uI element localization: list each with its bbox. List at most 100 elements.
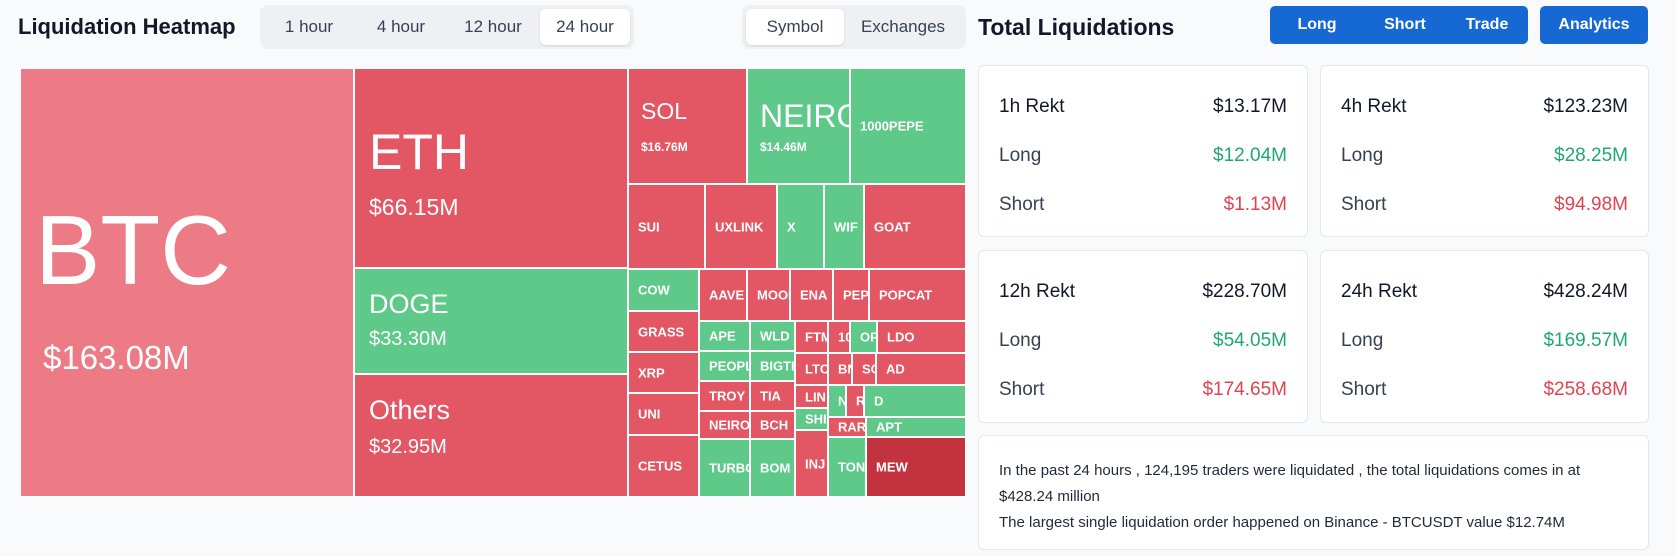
heatmap-cell-btc[interactable]: BTC $163.08M xyxy=(20,68,354,497)
analytics-button[interactable]: Analytics xyxy=(1540,6,1648,44)
heatmap-cell-ftm[interactable]: FTM xyxy=(795,321,828,353)
heatmap-cell-uni[interactable]: UNI xyxy=(628,393,699,435)
heatmap-cell-people[interactable]: PEOPLE xyxy=(699,351,750,381)
rekt-card-1h: 1h Rekt $13.17M Long $12.04M Short $1.13M xyxy=(978,65,1308,237)
tab-exchanges[interactable]: Exchanges xyxy=(860,17,946,36)
heatmap-cell-bch[interactable]: BCH xyxy=(750,411,795,439)
heatmap-cell-grass[interactable]: GRASS xyxy=(628,311,699,352)
heatmap-cell-ton[interactable]: TON xyxy=(828,437,866,497)
cell-symbol: DOGE xyxy=(369,289,449,319)
heatmap-cell-bom[interactable]: BOM xyxy=(750,439,795,497)
total-value: $428.24M xyxy=(1543,281,1628,302)
cell-symbol: SHI xyxy=(805,411,827,427)
cell-symbol: WLD xyxy=(760,328,790,344)
heatmap-cell-bigtime[interactable]: BIGTIME xyxy=(750,351,795,381)
heatmap-cell-tia[interactable]: TIA xyxy=(750,381,795,411)
heatmap-cell-ldo[interactable]: LDO xyxy=(877,321,966,353)
cell-symbol: N xyxy=(838,395,845,408)
cell-symbol: WIF xyxy=(834,219,858,234)
cell-symbol: ENA xyxy=(800,287,828,303)
heatmap-cell-sc[interactable]: SC xyxy=(852,353,876,385)
period-label: 24h Rekt xyxy=(1341,281,1418,302)
heatmap-cell-cow[interactable]: COW xyxy=(628,269,699,311)
heatmap-title: Liquidation Heatmap xyxy=(18,14,236,39)
period-label: 12h Rekt xyxy=(999,281,1076,302)
heatmap-cell-apt[interactable]: APT xyxy=(866,417,966,437)
cell-symbol: TIA xyxy=(760,388,781,404)
heatmap-cell-cetus[interactable]: CETUS xyxy=(628,435,699,497)
heatmap-cell-x[interactable]: X xyxy=(777,184,824,269)
summary-largest-order-text: The largest single liquidation order hap… xyxy=(999,514,1565,531)
heatmap-cell-ena[interactable]: ENA xyxy=(790,269,833,321)
long-button[interactable]: Long xyxy=(1270,6,1364,44)
heatmap-cell-n[interactable]: N xyxy=(828,385,846,417)
cell-symbol: 10 xyxy=(838,329,849,345)
heatmap-cell-uxlink[interactable]: UXLINK xyxy=(705,184,777,269)
heatmap-cell-aave[interactable]: AAVE xyxy=(699,269,747,321)
long-value: $28.25M xyxy=(1554,145,1628,166)
tab-1-hour[interactable]: 1 hour xyxy=(284,17,334,36)
tab-24-hour[interactable]: 24 hour xyxy=(540,9,630,45)
heatmap-cell-turbo[interactable]: TURBO xyxy=(699,439,750,497)
heatmap-cell-eth[interactable]: ETH $66.15M xyxy=(354,68,628,268)
heatmap-cell-1000pepe[interactable]: 1000PEPE xyxy=(850,68,966,184)
rekt-card-24h: 24h Rekt $428.24M Long $169.57M Short $258.… xyxy=(1320,250,1649,423)
heatmap-cell-mew[interactable]: MEW xyxy=(866,437,966,497)
cell-symbol: ETH xyxy=(369,124,469,180)
heatmap-cell-inj[interactable]: INJ xyxy=(795,430,828,497)
heatmap-cell-wld[interactable]: WLD xyxy=(750,321,795,351)
heatmap-cell-pepe[interactable]: PEPE xyxy=(833,269,869,321)
cell-symbol: BOM xyxy=(760,460,791,476)
heatmap-cell-others[interactable]: Others $32.95M xyxy=(354,374,628,497)
cell-symbol: UNI xyxy=(638,406,661,422)
heatmap-cell-moodeng[interactable]: MOODENG xyxy=(747,269,790,321)
time-range-tabs: 1 hour 4 hour 12 hour 24 hour xyxy=(260,5,634,49)
heatmap-cell-op[interactable]: OP xyxy=(850,321,877,353)
cell-symbol: D xyxy=(874,393,884,409)
short-value: $1.13M xyxy=(1223,194,1287,215)
short-label: Short xyxy=(999,194,1045,215)
cell-symbol: BN xyxy=(838,361,851,377)
long-value: $12.04M xyxy=(1213,145,1287,166)
cell-symbol: AAVE xyxy=(709,287,745,303)
heatmap-cell-troy[interactable]: TROY xyxy=(699,381,750,411)
trade-button[interactable]: Trade xyxy=(1446,6,1528,44)
heatmap-cell-rar[interactable]: RAR xyxy=(828,417,866,437)
heatmap-cell-wif[interactable]: WIF xyxy=(824,184,864,269)
tab-symbol[interactable]: Symbol xyxy=(746,9,844,45)
heatmap-cell-goat[interactable]: GOAT xyxy=(864,184,966,269)
tab-4-hour[interactable]: 4 hour xyxy=(376,17,426,36)
heatmap-cell-xrp[interactable]: XRP xyxy=(628,352,699,393)
heatmap-cell-10[interactable]: 10 xyxy=(828,321,850,353)
cell-symbol: LTC xyxy=(805,361,828,377)
heatmap-cell-bn[interactable]: BN xyxy=(828,353,852,385)
cell-symbol: OP xyxy=(860,329,877,345)
heatmap-cell-shi[interactable]: SHI xyxy=(795,408,828,430)
heatmap-cell-doge[interactable]: DOGE $33.30M xyxy=(354,268,628,374)
heatmap-cell-r[interactable]: R xyxy=(846,385,864,417)
cell-symbol: APT xyxy=(876,419,902,435)
heatmap-cell-lin[interactable]: LIN xyxy=(795,385,828,408)
cell-symbol: FTM xyxy=(805,329,827,345)
heatmap-cell-neiro[interactable]: NEIRO xyxy=(699,411,750,439)
heatmap-cell-sol[interactable]: SOL $16.76M xyxy=(628,68,747,184)
short-label: Short xyxy=(999,379,1045,400)
tab-12-hour[interactable]: 12 hour xyxy=(464,17,522,36)
cell-symbol: POPCAT xyxy=(879,287,933,303)
heatmap-cell-ape[interactable]: APE xyxy=(699,321,750,351)
cell-symbol: TON xyxy=(838,459,866,475)
cell-symbol: TROY xyxy=(709,388,746,404)
heatmap-cell-neiro[interactable]: NEIRO $14.46M xyxy=(747,68,850,184)
heatmap-cell-ltc[interactable]: LTC xyxy=(795,353,828,385)
cell-symbol: PEOPLE xyxy=(709,358,749,374)
short-button[interactable]: Short xyxy=(1356,6,1454,44)
cell-symbol: 1000PEPE xyxy=(860,118,924,134)
cell-symbol: BTC xyxy=(35,195,231,305)
heatmap-cell-d[interactable]: D xyxy=(864,385,966,417)
cell-value: $33.30M xyxy=(369,328,447,350)
heatmap-cell-popcat[interactable]: POPCAT xyxy=(869,269,966,321)
heatmap-cell-ad[interactable]: AD xyxy=(876,353,966,385)
cell-symbol: APE xyxy=(709,328,736,344)
summary-traders-text: In the past 24 hours , 124,195 traders w… xyxy=(999,462,1581,505)
heatmap-cell-sui[interactable]: SUI xyxy=(628,184,705,269)
